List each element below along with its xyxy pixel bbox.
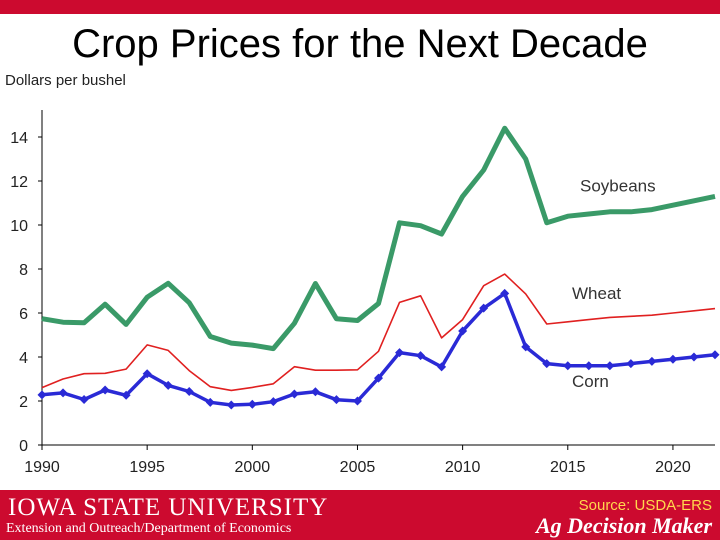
corn-point (121, 390, 131, 400)
corn-point (542, 359, 552, 369)
y-tick-label: 4 (19, 350, 28, 367)
x-tick-label: 2010 (445, 459, 481, 476)
y-tick-label: 0 (19, 438, 28, 455)
corn-point (226, 400, 236, 410)
corn-point (58, 388, 68, 398)
corn-point (584, 361, 594, 371)
footer-bar (0, 490, 720, 540)
price-chart: 0 2 4 6 8 10 12 14 1990 1995 2000 2005 2010 2015 2020 S… (10, 110, 720, 476)
source-note: Source: USDA-ERS (578, 497, 712, 514)
corn-point (458, 326, 468, 336)
x-tick-label: 1990 (24, 459, 60, 476)
corn-point (79, 394, 89, 404)
y-tick-label: 8 (19, 262, 28, 279)
corn-point (479, 303, 489, 313)
university-logo: IOWA STATE UNIVERSITY (8, 494, 329, 521)
corn-point (247, 399, 257, 409)
corn-point (205, 397, 215, 407)
corn-point (184, 387, 194, 397)
x-tick-label: 2000 (235, 459, 271, 476)
x-tick-label: 2020 (655, 459, 691, 476)
corn-point (521, 342, 531, 352)
corn-point (626, 359, 636, 369)
brand-name: Ag Decision Maker (536, 513, 712, 538)
y-tick-label: 12 (10, 174, 28, 191)
corn-point (142, 369, 152, 379)
x-tick-label: 2015 (550, 459, 586, 476)
wheat-line (41, 273, 716, 392)
corn-series-label: Corn (572, 372, 609, 391)
corn-point (395, 348, 405, 358)
y-tick-label: 14 (10, 130, 28, 147)
corn-point (163, 380, 173, 390)
corn-point (374, 373, 383, 383)
x-tick-label: 1995 (129, 459, 165, 476)
corn-point (647, 356, 657, 366)
x-tick-label: 2005 (340, 459, 376, 476)
corn-point (352, 396, 362, 406)
y-tick-label: 2 (19, 394, 28, 411)
corn-point (437, 362, 447, 372)
wheat-series-label: Wheat (572, 284, 621, 303)
department-name: Extension and Outreach/Department of Eco… (6, 521, 292, 536)
corn-point (689, 352, 699, 362)
corn-point (289, 389, 299, 399)
corn-point (37, 390, 47, 400)
slide-title: Crop Prices for the Next Decade (72, 22, 648, 66)
corn-point (416, 351, 426, 361)
top-banner (0, 0, 720, 14)
corn-point (331, 395, 341, 405)
y-tick-label: 6 (19, 306, 28, 323)
soybeans-series-label: Soybeans (580, 176, 656, 195)
y-axis-label: Dollars per bushel (5, 72, 126, 89)
corn-point (268, 397, 278, 407)
y-tick-label: 10 (10, 218, 28, 235)
soybeans-line (41, 125, 716, 352)
corn-point (563, 361, 573, 371)
corn-point (710, 350, 720, 360)
corn-point (100, 385, 110, 395)
corn-point (668, 354, 678, 364)
corn-point (605, 361, 615, 371)
corn-point (310, 387, 320, 397)
corn-point (500, 288, 510, 298)
